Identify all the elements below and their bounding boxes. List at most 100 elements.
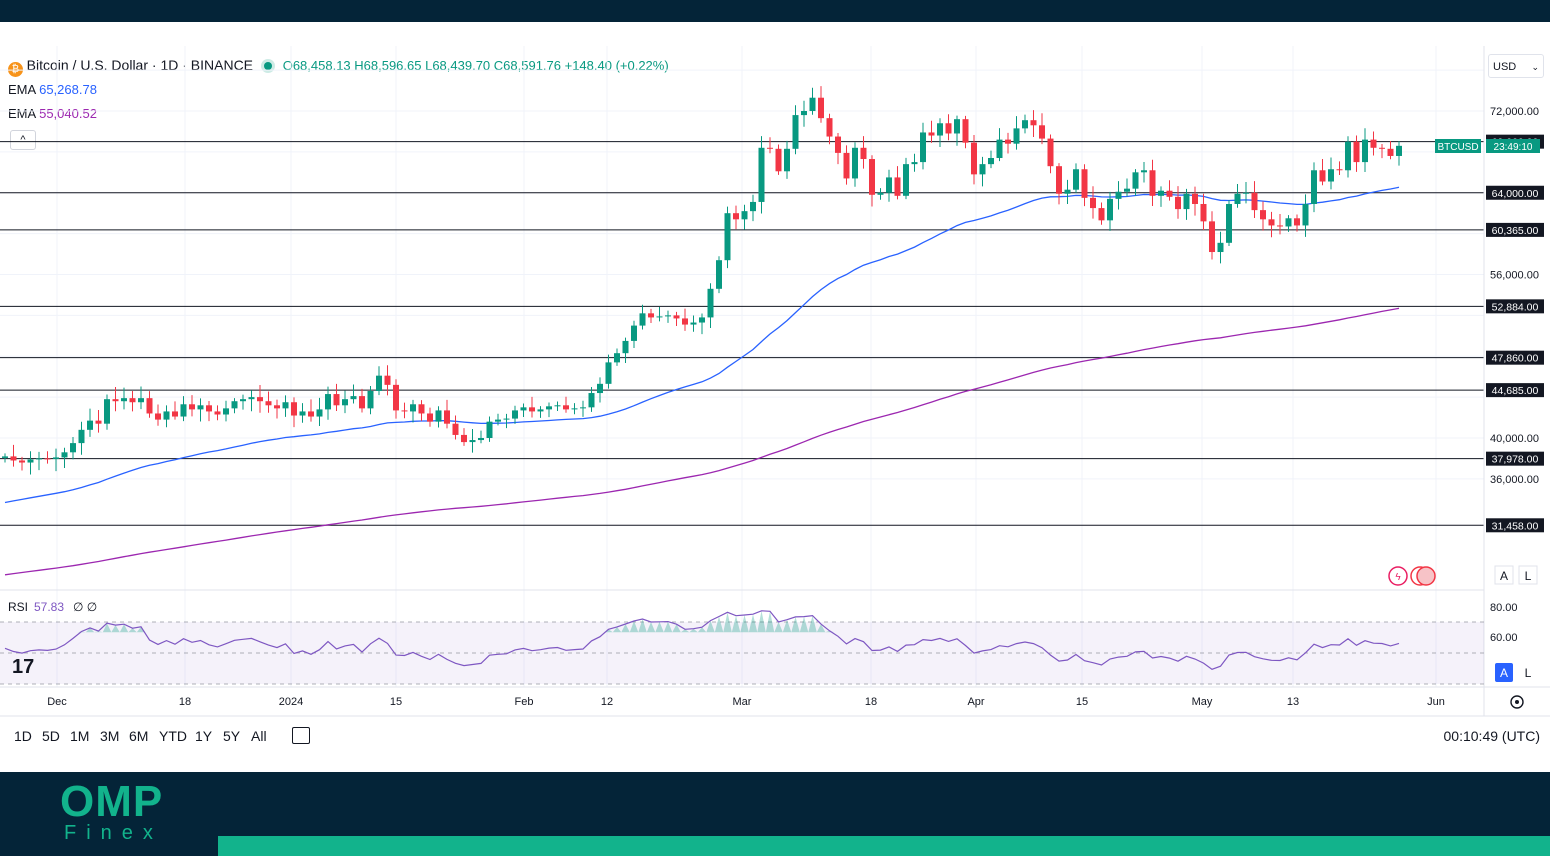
brand-footer: OMP Finex	[0, 772, 1550, 856]
candle-body	[843, 152, 850, 179]
candle-body	[189, 404, 195, 410]
candle-body	[758, 147, 765, 202]
rsi-overbought-fill	[77, 610, 834, 633]
candle-body	[818, 97, 824, 119]
candle-body	[792, 115, 799, 149]
candle-body	[367, 390, 374, 409]
brand-stripe	[218, 836, 1550, 856]
range-button-5y[interactable]: 5Y	[223, 728, 241, 744]
candle-body	[554, 405, 561, 407]
candle-body	[444, 410, 450, 424]
candle-body	[452, 423, 459, 435]
range-button-3m[interactable]: 3M	[100, 728, 120, 744]
ema-fast-label: EMA	[8, 82, 36, 97]
candle-body	[1294, 218, 1300, 226]
candle-body	[308, 411, 314, 417]
candle-body	[903, 164, 909, 196]
candle-body	[1226, 203, 1232, 243]
range-button-ytd[interactable]: YTD	[159, 728, 187, 744]
level-label: 47,860.00	[1492, 353, 1539, 365]
candle-body	[614, 353, 620, 363]
ema-slow-value: 55,040.52	[39, 106, 97, 121]
candle-body	[1098, 208, 1105, 221]
candle-body	[95, 420, 102, 424]
ema-slow-line	[4, 307, 1400, 576]
symbol-title[interactable]: Bitcoin / U.S. Dollar · 1D · BINANCE	[26, 57, 254, 73]
range-button-1y[interactable]: 1Y	[195, 728, 213, 744]
scale-buttons-top: A L	[1494, 565, 1538, 585]
candle-body	[291, 402, 297, 416]
range-button-all[interactable]: All	[251, 728, 267, 744]
candle-body	[580, 407, 586, 409]
candle-body	[1217, 242, 1224, 253]
candle-body	[699, 317, 705, 323]
candle-body	[104, 399, 110, 424]
candle-body	[1311, 170, 1317, 204]
candle-body	[1243, 192, 1249, 194]
settings-gear-center	[1515, 700, 1519, 704]
time-tick: 18	[865, 696, 877, 708]
range-button-1d[interactable]: 1D	[14, 728, 32, 744]
candle-body	[656, 316, 663, 318]
candle-body	[860, 147, 867, 160]
range-button-5d[interactable]: 5D	[42, 728, 60, 744]
candle-body	[410, 404, 416, 412]
candle-body	[87, 420, 93, 430]
candle-body	[384, 375, 391, 385]
compare-date-range-icon[interactable]	[292, 727, 310, 744]
range-button-1m[interactable]: 1M	[70, 728, 90, 744]
us-flag-event-icon-2	[1416, 566, 1436, 586]
collapse-legend-button[interactable]: ^	[10, 130, 36, 150]
rsi-level-60: 60.00	[1490, 632, 1518, 644]
candle-body	[1056, 166, 1062, 194]
candle-body	[495, 419, 501, 422]
ema-slow-legend[interactable]: EMA 55,040.52	[8, 106, 97, 121]
candle-body	[1107, 198, 1113, 221]
candle-body	[775, 148, 782, 172]
tradingview-logo: 17	[12, 656, 35, 678]
candle-body	[1039, 125, 1045, 139]
candle-body	[197, 405, 204, 410]
candle-body	[1132, 172, 1139, 189]
time-tick: 15	[390, 696, 402, 708]
candle-body	[733, 213, 739, 220]
candle-body	[231, 401, 238, 409]
candle-body	[282, 402, 289, 409]
ema-fast-legend[interactable]: EMA 65,268.78	[8, 82, 97, 97]
scale-auto-box	[1494, 565, 1514, 585]
brand-logo: OMP	[60, 777, 164, 826]
candle-body	[486, 421, 493, 438]
level-labels: 69,000.0064,000.0060,365.0052,884.0047,8…	[1486, 134, 1544, 533]
candle-body	[529, 407, 535, 412]
range-button-6m[interactable]: 6M	[129, 728, 149, 744]
scale-buttons-rsi: A L	[1495, 663, 1532, 682]
candle-body	[265, 401, 272, 406]
candle-body	[1302, 203, 1309, 226]
currency-select[interactable]: USD ⌄	[1488, 54, 1544, 78]
current-price-tag: BTCUSD 23:49:10	[1435, 139, 1540, 153]
currency-label: USD	[1493, 61, 1517, 73]
candle-body	[214, 411, 221, 415]
candle-body	[665, 315, 671, 317]
candle-body	[1166, 190, 1173, 197]
candle-body	[673, 315, 680, 319]
time-tick: 15	[1076, 696, 1088, 708]
candle-body	[707, 288, 714, 318]
time-tick: Feb	[515, 696, 534, 708]
candle-body	[1251, 192, 1258, 211]
scale-log-button: L	[1525, 569, 1532, 583]
candle-body	[1396, 145, 1402, 156]
time-tick: 2024	[279, 696, 303, 708]
ema-fast-line	[4, 186, 1400, 504]
settings-gear-icon	[1510, 695, 1524, 709]
candle-body	[248, 397, 255, 400]
candle-body	[911, 162, 918, 165]
candle-body	[1285, 218, 1292, 227]
candle-body	[1158, 190, 1164, 196]
flash-glyph: ϟ	[1395, 572, 1401, 583]
candle-body	[1387, 148, 1394, 156]
candle-body	[682, 318, 688, 325]
utc-clock[interactable]: 00:10:49 (UTC)	[1443, 728, 1540, 744]
candle-body	[767, 147, 773, 149]
